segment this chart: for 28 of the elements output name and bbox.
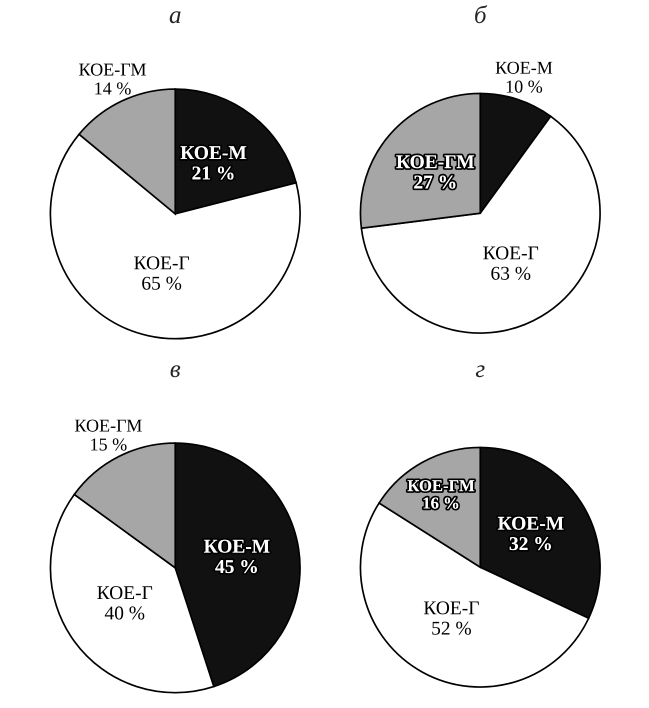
slice-label: КОЕ-М (180, 146, 246, 160)
data-label: 32 % (510, 537, 551, 550)
data-label: 45 % (215, 560, 257, 574)
slice-label: КОЕ-Г (424, 601, 479, 614)
chart-title: а (170, 11, 181, 24)
slice-label: КОЕ-Г (97, 586, 152, 600)
slice-label: КОЕ-М (204, 540, 270, 553)
data-label: 14 % (95, 82, 131, 95)
slice-label: КОЕ-М (496, 62, 552, 74)
data-label: 15 % (91, 438, 127, 451)
slice-label: КОЕ-Г (134, 256, 190, 270)
data-label: 52 % (432, 622, 471, 635)
chart-title: б (475, 5, 488, 24)
slice-label: КОЕ-М (498, 516, 564, 530)
slice-label: КОЕ-ГМ (396, 155, 474, 168)
data-label: 40 % (104, 606, 144, 620)
slice-label: КОЕ-Г (483, 246, 538, 260)
data-label: 21 % (192, 166, 234, 180)
slice-label: КОЕ-ГМ (74, 420, 142, 432)
slice-label: КОЕ-ГМ (79, 64, 146, 76)
data-label: 10 % (506, 80, 542, 93)
data-label: 65 % (142, 276, 182, 290)
slice-label: КОЕ-ГМ (408, 480, 474, 492)
data-label: 63 % (491, 266, 530, 280)
data-label: 27 % (414, 176, 456, 189)
chart-title: в (170, 365, 180, 378)
chart-title: г (476, 365, 485, 378)
data-label: 16 % (424, 497, 458, 509)
